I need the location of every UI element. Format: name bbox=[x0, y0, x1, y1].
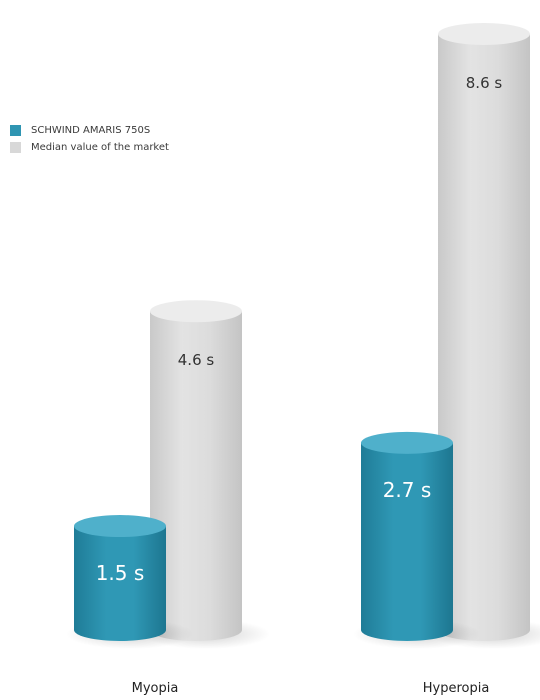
bar-top bbox=[74, 515, 166, 538]
bar-top bbox=[150, 300, 242, 323]
category-label-myopia: Myopia bbox=[132, 681, 179, 696]
bar-schwind-hyperopia: 2.7 s bbox=[353, 431, 481, 649]
bar-top bbox=[438, 23, 530, 46]
data-label-median-myopia: 4.6 s bbox=[178, 351, 215, 369]
legend-item-median: Median value of the market bbox=[10, 139, 169, 156]
data-label-schwind-myopia: 1.5 s bbox=[96, 561, 145, 585]
bar-median-hyperopia: 8.6 s bbox=[430, 23, 540, 649]
category-label-hyperopia: Hyperopia bbox=[423, 681, 490, 696]
data-label-median-hyperopia: 8.6 s bbox=[466, 74, 503, 92]
bar-body bbox=[438, 34, 530, 641]
data-label-schwind-hyperopia: 2.7 s bbox=[383, 478, 432, 502]
legend: SCHWIND AMARIS 750S Median value of the … bbox=[10, 122, 169, 156]
bar-schwind-myopia: 1.5 s bbox=[66, 515, 194, 649]
legend-swatch-median bbox=[10, 142, 21, 153]
bar-top bbox=[361, 431, 453, 454]
legend-label-schwind: SCHWIND AMARIS 750S bbox=[31, 125, 151, 136]
bar-body bbox=[150, 311, 242, 641]
legend-label-median: Median value of the market bbox=[31, 142, 169, 153]
legend-item-schwind: SCHWIND AMARIS 750S bbox=[10, 122, 169, 139]
legend-swatch-schwind bbox=[10, 125, 21, 136]
bar-body bbox=[74, 526, 166, 641]
bar-body bbox=[361, 442, 453, 641]
